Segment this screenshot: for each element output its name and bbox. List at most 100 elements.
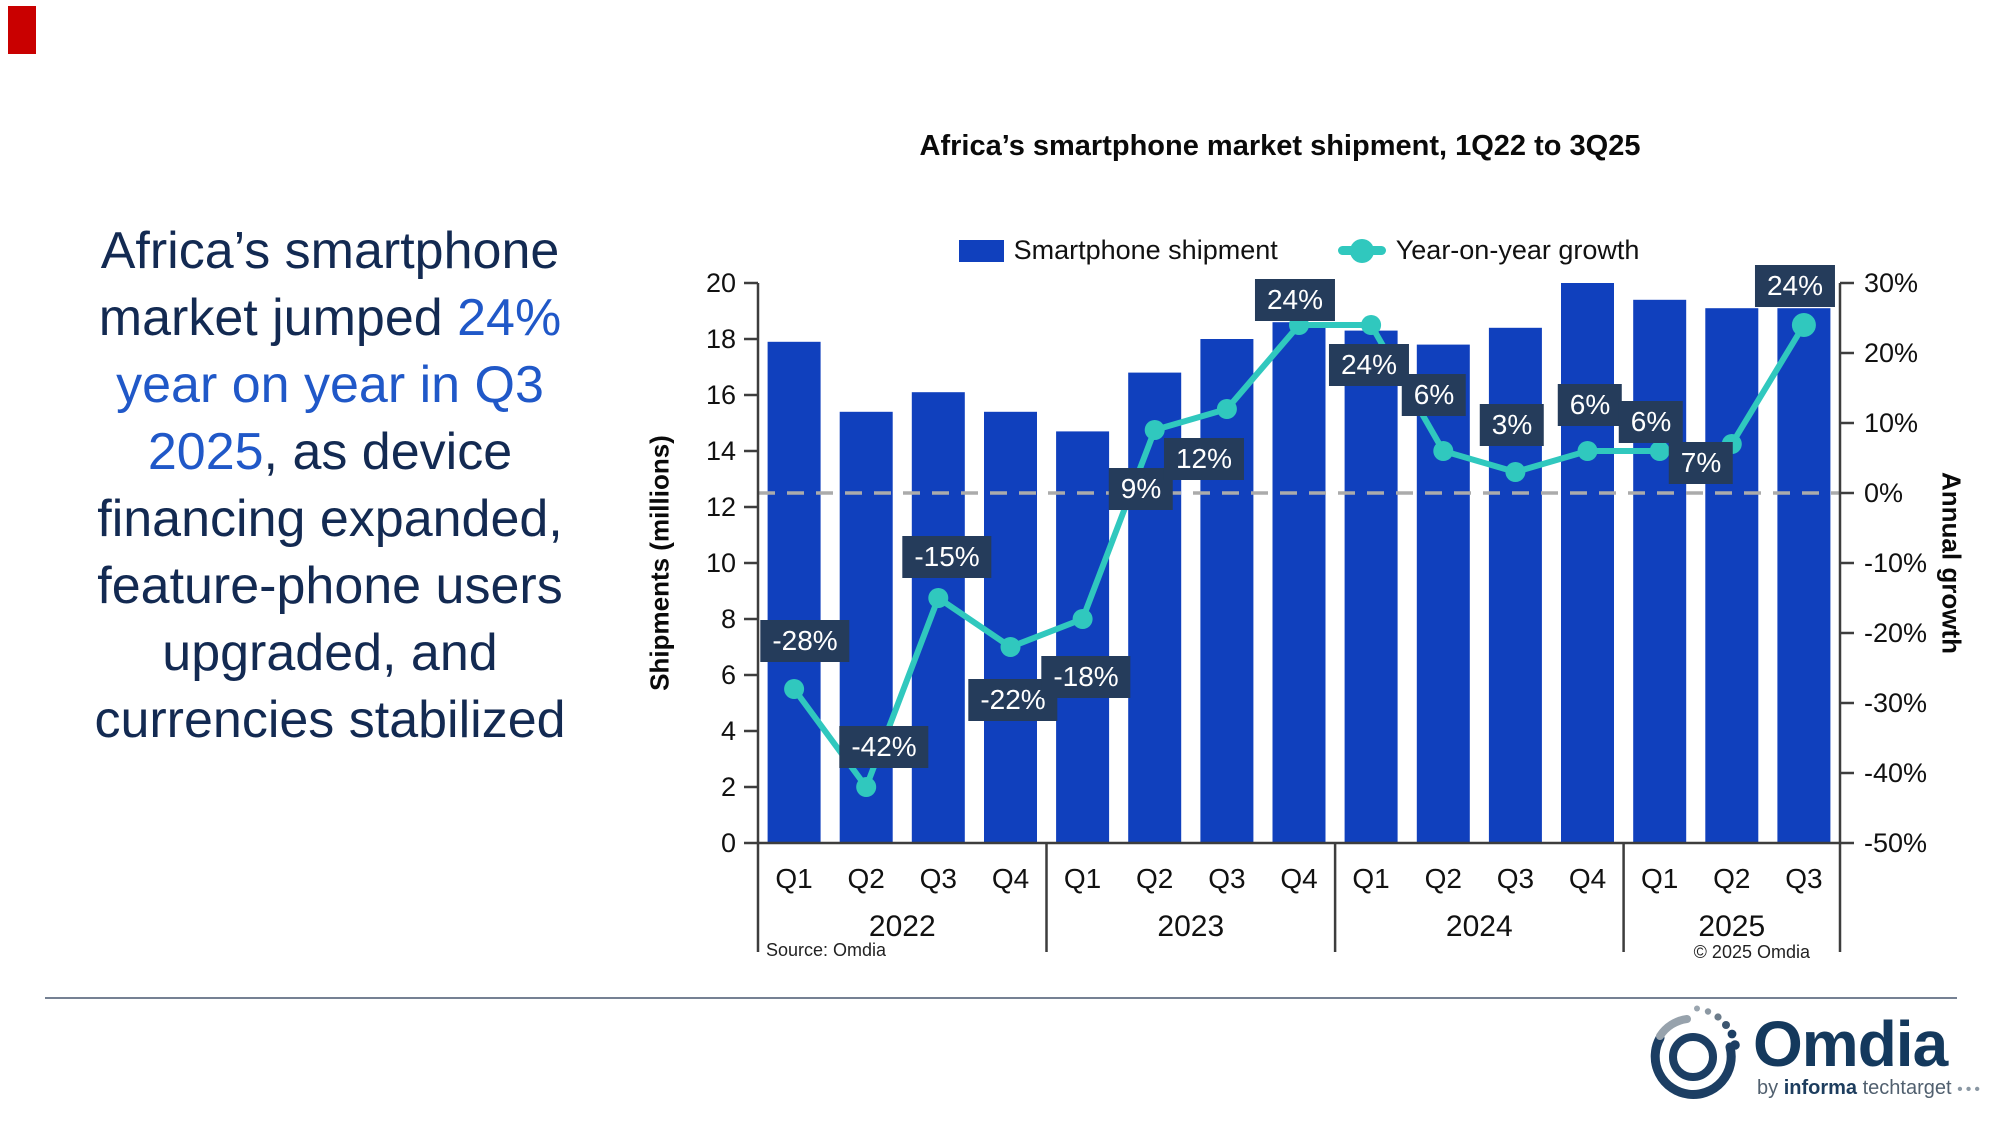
headline-line: Africa’s smartphone bbox=[35, 218, 625, 285]
copyright-note: © 2025 Omdia bbox=[1693, 942, 1810, 962]
headline-line: market jumped 24% bbox=[35, 285, 625, 352]
svg-text:8: 8 bbox=[721, 604, 736, 634]
svg-text:Q3: Q3 bbox=[920, 863, 957, 894]
bar bbox=[1344, 330, 1398, 844]
growth-point bbox=[1000, 637, 1021, 657]
svg-text:0: 0 bbox=[721, 828, 736, 858]
right-axis-title: Annual growth bbox=[1936, 472, 1967, 654]
headline-line: upgraded, and bbox=[35, 620, 625, 687]
headline-segment: 24% bbox=[457, 289, 562, 347]
svg-text:16: 16 bbox=[706, 380, 736, 410]
chart-title: Africa’s smartphone market shipment, 1Q2… bbox=[919, 130, 1641, 162]
bar-swatch-icon bbox=[958, 239, 1004, 262]
growth-point bbox=[1289, 315, 1309, 335]
svg-text:Q1: Q1 bbox=[1641, 863, 1678, 894]
omdia-wordmark: Omdia bbox=[1753, 1008, 1948, 1080]
svg-text:2025: 2025 bbox=[1698, 910, 1765, 943]
bars bbox=[767, 283, 1831, 844]
bar bbox=[1056, 431, 1110, 843]
headline-segment: year on year in Q3 bbox=[116, 356, 544, 414]
growth-point bbox=[1216, 399, 1237, 419]
x-axis-quarter-labels: Q1 Q2 Q3 Q4 Q1 Q2 Q3 Q4 Q1 Q2 Q3 Q4 Q1 Q2 Q3 bbox=[775, 863, 1822, 894]
growth-point bbox=[1361, 315, 1382, 335]
svg-text:0%: 0% bbox=[1864, 478, 1903, 508]
headline-segment: market jumped bbox=[98, 289, 458, 347]
headline-segment: upgraded, and bbox=[162, 624, 498, 682]
svg-text:10: 10 bbox=[706, 548, 736, 578]
line-dot-icon bbox=[1337, 238, 1386, 263]
headline-segment: 2025 bbox=[147, 423, 264, 481]
bar bbox=[1561, 283, 1614, 843]
legend-label-growth: Year-on-year growth bbox=[1395, 235, 1640, 265]
bar bbox=[1200, 339, 1254, 843]
bar bbox=[984, 411, 1037, 843]
svg-text:-20%: -20% bbox=[1864, 618, 1927, 648]
x-axis-year-labels: 2022 2023 2024 2025 bbox=[869, 910, 1765, 943]
svg-text:14: 14 bbox=[706, 436, 736, 466]
red-accent-mark bbox=[8, 6, 36, 54]
bar bbox=[1633, 299, 1687, 843]
svg-text:Q3: Q3 bbox=[1785, 863, 1822, 894]
growth-point bbox=[1144, 420, 1165, 440]
headline-line: currencies stabilized bbox=[35, 687, 625, 754]
svg-text:-50%: -50% bbox=[1864, 828, 1927, 858]
legend-label-shipment: Smartphone shipment bbox=[1013, 235, 1278, 265]
bar bbox=[1777, 308, 1831, 843]
svg-text:Q3: Q3 bbox=[1208, 863, 1245, 894]
headline-line: financing expanded, bbox=[35, 486, 625, 553]
bar bbox=[1272, 322, 1326, 843]
svg-text:4: 4 bbox=[721, 716, 736, 746]
svg-text:30%: 30% bbox=[1864, 268, 1918, 298]
svg-text:2024: 2024 bbox=[1446, 910, 1513, 943]
svg-text:Q2: Q2 bbox=[1136, 863, 1173, 894]
headline-segment: currencies stabilized bbox=[94, 691, 566, 749]
bar bbox=[767, 341, 821, 843]
svg-text:-30%: -30% bbox=[1864, 688, 1927, 718]
svg-text:Q3: Q3 bbox=[1497, 863, 1534, 894]
svg-text:-40%: -40% bbox=[1864, 758, 1927, 788]
growth-point bbox=[1791, 313, 1816, 337]
headline-segment: Africa’s smartphone bbox=[100, 222, 560, 280]
omdia-logo-mark-icon bbox=[1650, 1005, 1740, 1099]
bar bbox=[1488, 327, 1542, 843]
byline-informa: informa bbox=[1783, 1077, 1858, 1099]
growth-point bbox=[928, 588, 949, 608]
svg-text:Q2: Q2 bbox=[1713, 863, 1750, 894]
svg-text:20%: 20% bbox=[1864, 338, 1918, 368]
legend-item-growth: Year-on-year growth bbox=[1337, 235, 1640, 266]
growth-point bbox=[1577, 441, 1598, 461]
svg-text:10%: 10% bbox=[1864, 408, 1918, 438]
headline-line: feature-phone users bbox=[35, 553, 625, 620]
legend-item-shipment: Smartphone shipment bbox=[958, 235, 1278, 266]
svg-text:12: 12 bbox=[706, 492, 736, 522]
headline-line: year on year in Q3 bbox=[35, 352, 625, 419]
headline-segment: financing expanded, bbox=[97, 490, 563, 548]
omdia-byline: by informa techtarget ••• bbox=[1757, 1077, 1983, 1100]
bar bbox=[911, 392, 965, 843]
byline-dots-icon: ••• bbox=[1957, 1081, 1983, 1098]
right-axis-tick-labels: 30% 20% 10% 0% -10% -20% -30% -40% -50% bbox=[1864, 268, 1927, 858]
growth-point bbox=[784, 679, 805, 699]
growth-point bbox=[1433, 441, 1454, 461]
byline-by: by bbox=[1757, 1077, 1779, 1099]
chart-legend: Smartphone shipment Year-on-year growth bbox=[758, 235, 1840, 266]
svg-text:Q4: Q4 bbox=[992, 863, 1029, 894]
svg-text:Q1: Q1 bbox=[1064, 863, 1101, 894]
footer-divider bbox=[45, 997, 1957, 999]
svg-text:2022: 2022 bbox=[869, 910, 936, 943]
bar bbox=[1705, 308, 1759, 843]
headline: Africa’s smartphone market jumped 24% year… bbox=[35, 218, 625, 754]
source-note: Source: Omdia bbox=[766, 940, 887, 960]
growth-point bbox=[856, 777, 877, 797]
bar bbox=[1128, 372, 1182, 843]
svg-text:20: 20 bbox=[706, 268, 736, 298]
svg-text:2: 2 bbox=[721, 772, 736, 802]
axes bbox=[744, 281, 1854, 952]
left-axis-tick-labels: 0 2 4 6 8 10 12 14 16 18 20 bbox=[706, 268, 736, 858]
svg-text:Q2: Q2 bbox=[848, 863, 885, 894]
svg-text:18: 18 bbox=[706, 324, 736, 354]
svg-text:Q2: Q2 bbox=[1425, 863, 1462, 894]
growth-point bbox=[1072, 609, 1093, 629]
svg-text:Q1: Q1 bbox=[775, 863, 812, 894]
